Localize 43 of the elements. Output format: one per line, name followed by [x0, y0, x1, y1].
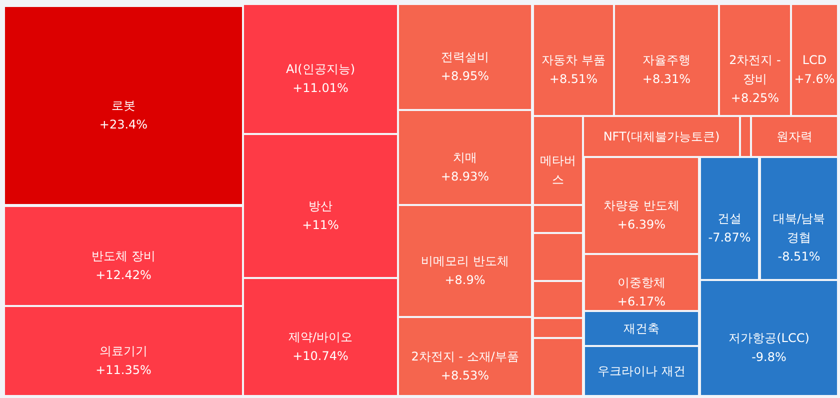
category-label: 건설: [718, 212, 742, 226]
category-label: 자율주행: [642, 53, 690, 67]
category-label: 저가항공(LCC): [728, 331, 810, 345]
category-label: LCD: [802, 53, 827, 67]
data-label: +8.25%: [730, 91, 780, 105]
data-label: +11%: [302, 218, 339, 232]
data-label: +8.53%: [440, 368, 490, 382]
category-label: 로봇: [112, 98, 136, 112]
data-label: +11.01%: [292, 81, 348, 95]
data-label: +7.6%: [794, 72, 835, 86]
category-label: 대북/남북 경협: [772, 212, 826, 244]
data-label: -9.8%: [752, 350, 786, 364]
data-label: +8.31%: [642, 72, 691, 86]
category-label: 차량용 반도체: [604, 198, 680, 212]
category-label: NFT(대체불가능토큰): [603, 130, 720, 144]
data-label: +8.51%: [549, 72, 598, 86]
category-label: 비메모리 반도체: [421, 254, 509, 268]
data-label: +10.74%: [292, 349, 348, 363]
data-label: +6.39%: [617, 218, 666, 232]
category-label: 방산: [308, 199, 332, 213]
data-label: +6.17%: [617, 294, 666, 308]
data-label: -8.51%: [778, 250, 820, 264]
category-label: 우크라이나 재건: [598, 364, 686, 378]
category-label: 전력설비: [441, 50, 489, 64]
category-label: AI(인공지능): [286, 62, 356, 76]
category-label: 재건축: [624, 322, 660, 336]
category-label: 2차전지 - 소재/부품: [411, 350, 519, 364]
category-label: 치매: [453, 150, 477, 164]
category-label: 의료기기: [100, 344, 148, 358]
category-label: 자동차 부품: [542, 53, 606, 67]
category-label: 이중항체: [618, 276, 666, 290]
data-label: +12.42%: [96, 268, 152, 282]
data-label: +8.9%: [444, 273, 486, 287]
data-label: -7.87%: [708, 230, 751, 244]
category-label: 반도체 장비: [92, 249, 156, 263]
data-label: +23.4%: [99, 118, 148, 132]
category-label: 2차전지 - 장비: [729, 53, 781, 86]
category-label: 메타버스: [540, 154, 576, 186]
data-label: +8.95%: [440, 69, 490, 83]
data-label: +11.35%: [96, 363, 152, 377]
category-label: 원자력: [776, 130, 812, 144]
category-label: 제약/바이오: [288, 330, 353, 344]
data-label: +8.93%: [440, 170, 490, 184]
